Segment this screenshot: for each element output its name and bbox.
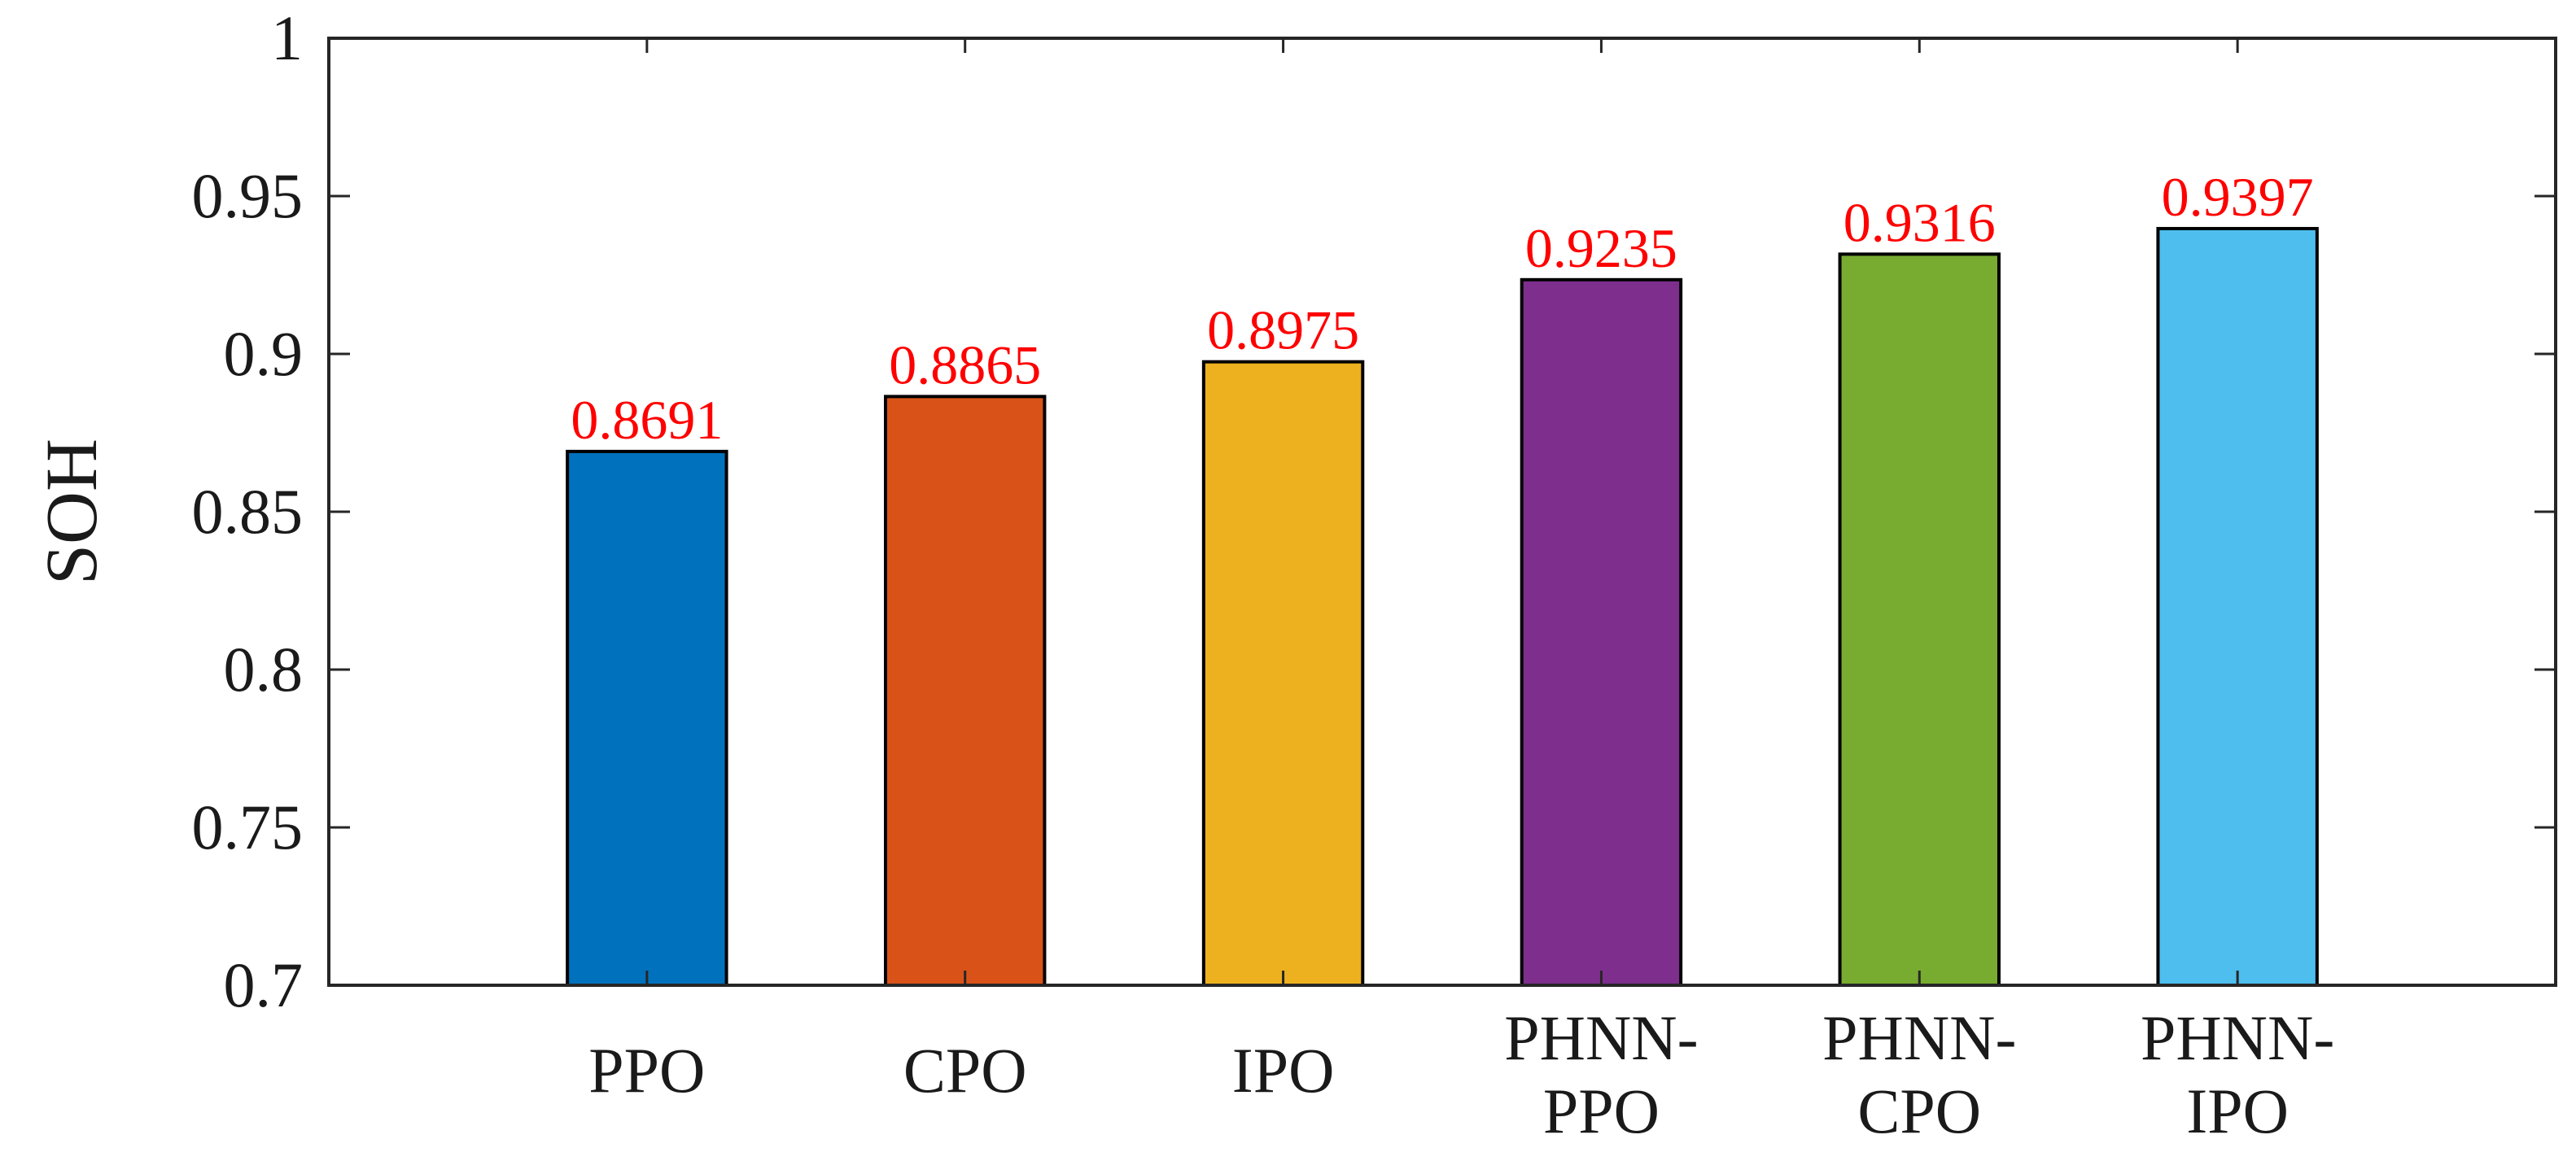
y-axis-label: SOH bbox=[32, 439, 112, 585]
bars-group bbox=[566, 226, 2319, 987]
bar-6 bbox=[2156, 226, 2319, 987]
data-label-4: 0.9235 bbox=[1525, 217, 1677, 279]
bar-2 bbox=[884, 395, 1047, 987]
y-tick-label-5: 0.9 bbox=[224, 318, 304, 389]
y-tick-label-4: 0.85 bbox=[192, 476, 304, 547]
data-label-3: 0.8975 bbox=[1207, 299, 1359, 361]
data-label-1: 0.8691 bbox=[571, 389, 723, 451]
data-label-6: 0.9397 bbox=[2162, 166, 2314, 228]
x-tick-label-6: PHNN-IPO bbox=[2141, 1002, 2334, 1146]
x-tick-label-5: PHNN-CPO bbox=[1822, 1002, 2016, 1146]
x-category-labels-group: PPO CPO IPO PHNN-PPO PHNN-CPO PHNN-IPO bbox=[588, 1002, 2334, 1146]
data-label-5: 0.9316 bbox=[1843, 191, 1996, 253]
y-tick-label-7: 1 bbox=[271, 2, 303, 73]
y-tick-label-6: 0.95 bbox=[192, 160, 304, 231]
y-tick-labels-group: 0.7 0.75 0.8 0.85 0.9 0.95 1 bbox=[192, 2, 304, 1020]
data-label-2: 0.8865 bbox=[889, 334, 1041, 395]
y-tick-label-2: 0.75 bbox=[192, 792, 304, 862]
x-tick-label-2: CPO bbox=[903, 1035, 1027, 1106]
data-labels-group: 0.8691 0.8865 0.8975 0.9235 0.9316 0.9397 bbox=[571, 166, 2313, 451]
bar-1 bbox=[566, 449, 728, 987]
bar-5 bbox=[1838, 252, 2001, 987]
x-tick-label-3: IPO bbox=[1232, 1035, 1335, 1106]
x-tick-label-1: PPO bbox=[588, 1035, 705, 1106]
y-tick-label-1: 0.7 bbox=[224, 949, 304, 1020]
x-tick-label-4: PHNN-PPO bbox=[1504, 1002, 1698, 1146]
y-tick-label-3: 0.8 bbox=[224, 634, 304, 705]
bar-3 bbox=[1201, 360, 1365, 987]
ticks-group bbox=[329, 37, 2556, 987]
bar-4 bbox=[1520, 277, 1683, 987]
